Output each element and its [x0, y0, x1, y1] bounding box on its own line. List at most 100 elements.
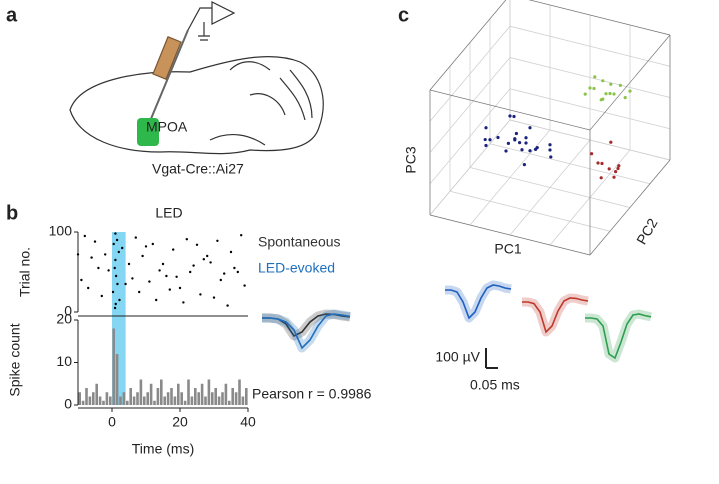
spike — [148, 280, 151, 283]
bar — [160, 379, 163, 405]
bar — [102, 400, 105, 405]
x-axis-label: Time (ms) — [132, 441, 194, 457]
y-axis-label: Spike count — [7, 323, 23, 396]
spike — [134, 236, 137, 239]
point — [596, 161, 600, 165]
bar — [143, 396, 146, 405]
point — [612, 175, 616, 179]
spike — [111, 290, 115, 294]
bar — [166, 392, 170, 405]
spike — [243, 284, 246, 287]
panel-label: a — [6, 4, 18, 26]
waveform — [445, 284, 512, 320]
x-tick-label: 20 — [172, 414, 188, 430]
x-axis-label: PC1 — [494, 241, 521, 257]
spike — [144, 245, 148, 248]
bar — [132, 396, 136, 405]
point — [618, 83, 623, 87]
waveform-band — [445, 280, 512, 323]
spike — [158, 269, 161, 272]
point — [518, 141, 522, 145]
axis-box — [589, 159, 671, 256]
y-tick-label: 10 — [56, 353, 72, 369]
point — [506, 141, 510, 145]
spike — [206, 254, 209, 258]
bar — [234, 392, 238, 405]
bar — [221, 392, 224, 405]
point — [609, 140, 613, 144]
bar — [85, 388, 88, 405]
point — [604, 92, 608, 96]
point — [588, 86, 592, 90]
spike — [202, 258, 205, 261]
spike — [80, 278, 83, 282]
spike — [118, 298, 121, 302]
bar — [163, 396, 166, 405]
legend-entry: LED-evoked — [258, 260, 335, 276]
point — [616, 166, 620, 171]
y-axis-label: PC2 — [633, 215, 661, 247]
raster-title: LED — [155, 205, 182, 221]
bar — [119, 396, 122, 405]
spike — [104, 253, 107, 256]
point — [512, 114, 516, 119]
bar — [187, 379, 190, 405]
point — [484, 143, 488, 148]
spike — [97, 266, 100, 270]
point — [520, 148, 524, 152]
spike — [229, 250, 233, 254]
point — [609, 82, 613, 86]
point — [623, 96, 627, 100]
axis-box — [429, 0, 507, 91]
point — [513, 137, 517, 141]
point — [483, 137, 487, 142]
bar — [146, 392, 149, 405]
spike — [223, 272, 226, 275]
point — [608, 91, 612, 96]
spike — [151, 242, 154, 246]
spike — [117, 250, 121, 254]
point — [590, 152, 594, 156]
spike — [114, 258, 117, 262]
point — [524, 141, 528, 145]
spike — [93, 240, 97, 243]
spike — [113, 306, 117, 310]
bar — [238, 379, 241, 405]
spike — [141, 254, 144, 258]
spike — [114, 232, 117, 235]
bar — [197, 392, 200, 405]
point — [599, 176, 603, 180]
bar — [214, 388, 217, 405]
spike — [112, 242, 115, 246]
bar — [204, 396, 207, 405]
spike — [209, 261, 212, 264]
bar — [105, 392, 109, 405]
brain-diagram — [69, 1, 324, 155]
point — [628, 89, 632, 93]
spike — [161, 262, 165, 266]
y-tick-label: 0 — [64, 303, 72, 319]
point — [504, 149, 508, 153]
bar — [109, 396, 112, 405]
bar — [122, 392, 126, 405]
bar — [231, 388, 234, 405]
bar — [149, 383, 153, 405]
bar — [217, 396, 221, 405]
spike — [219, 278, 222, 282]
point — [601, 79, 605, 83]
y-tick-label: 0 — [64, 396, 72, 412]
bar — [126, 400, 129, 405]
bar — [200, 383, 204, 405]
point — [593, 75, 597, 79]
spike — [100, 294, 104, 298]
point — [484, 126, 488, 130]
point — [496, 135, 500, 140]
point — [488, 138, 492, 142]
point — [549, 155, 553, 159]
spike — [155, 298, 158, 302]
bar — [228, 400, 231, 405]
spike — [226, 304, 229, 307]
x-tick-label: 0 — [108, 414, 116, 430]
point — [508, 114, 512, 118]
